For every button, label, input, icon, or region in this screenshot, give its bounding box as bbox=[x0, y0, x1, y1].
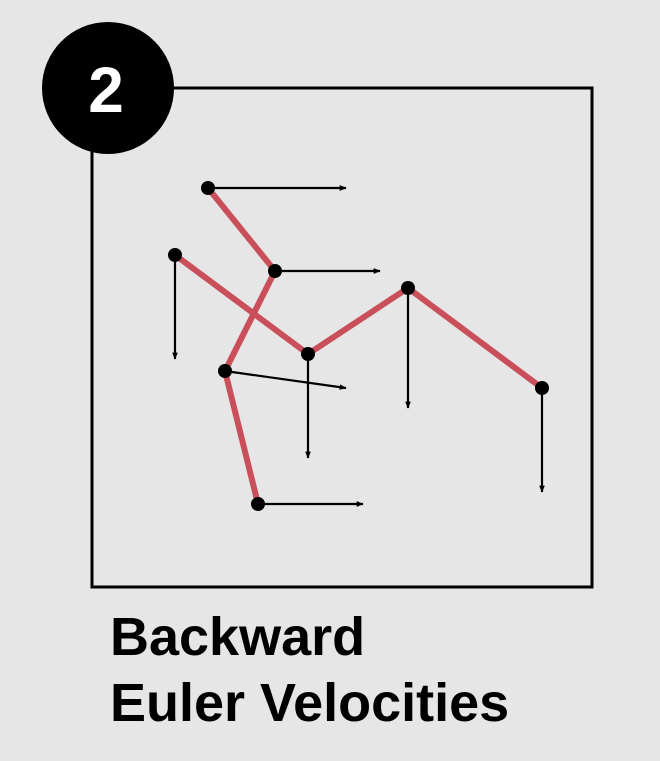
joint-j2 bbox=[268, 264, 282, 278]
link-j2-j7 bbox=[222, 268, 278, 374]
step-badge: 2 bbox=[42, 22, 174, 154]
step-badge-number: 2 bbox=[88, 54, 124, 126]
link-j4-j5 bbox=[305, 285, 411, 357]
joint-j5 bbox=[401, 281, 415, 295]
velocity-arrow-j7 bbox=[224, 369, 347, 390]
diagram-frame bbox=[90, 86, 594, 589]
caption-line-2: Euler Velocities bbox=[110, 673, 510, 733]
velocity-arrows-layer bbox=[172, 185, 545, 507]
joints-layer bbox=[168, 181, 549, 511]
joint-j6 bbox=[535, 381, 549, 395]
caption-line-1: Backward bbox=[110, 607, 366, 667]
links-layer bbox=[172, 185, 545, 507]
link-j1-j2 bbox=[205, 185, 278, 274]
link-j7-j8 bbox=[222, 368, 261, 507]
figure-caption: Backward Euler Velocities bbox=[110, 604, 509, 736]
step-badge-circle bbox=[42, 22, 174, 154]
joint-j3 bbox=[168, 248, 182, 262]
link-j3-j4 bbox=[172, 252, 311, 357]
joint-j1 bbox=[201, 181, 215, 195]
joint-j8 bbox=[251, 497, 265, 511]
joint-j7 bbox=[218, 364, 232, 378]
joint-j4 bbox=[301, 347, 315, 361]
link-j5-j6 bbox=[405, 285, 545, 391]
